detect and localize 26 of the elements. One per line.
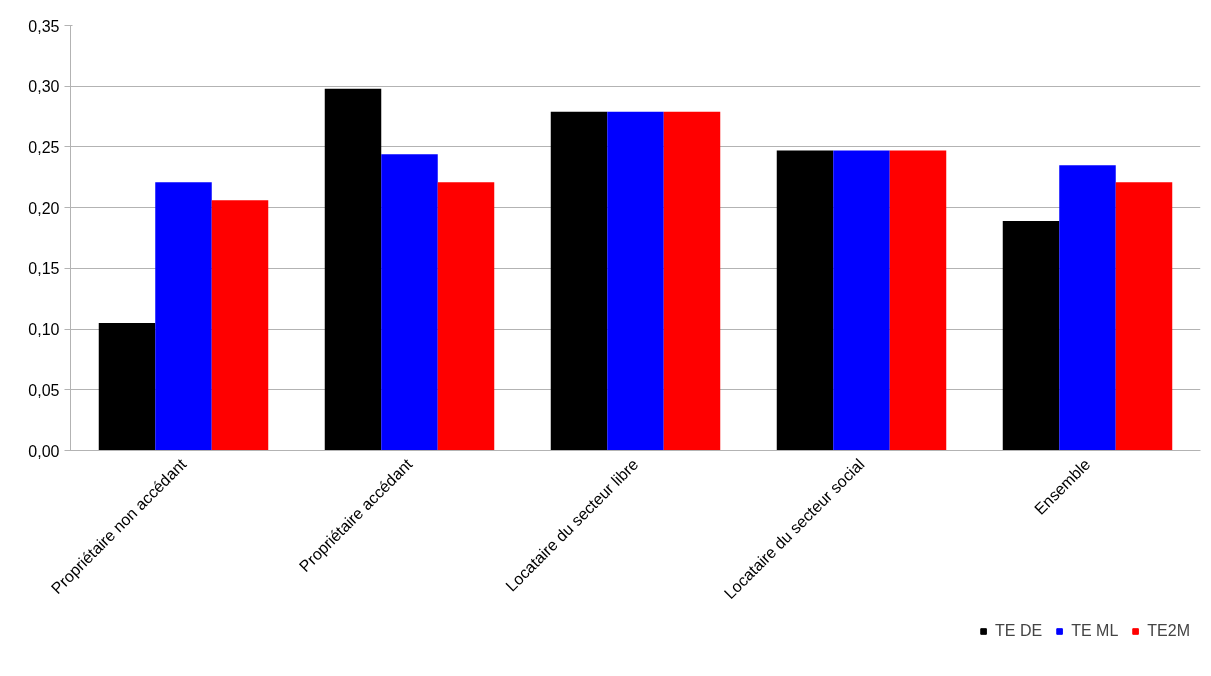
y-tick-label: 0,10	[28, 321, 60, 339]
bar	[155, 182, 212, 451]
y-tick-label: 0,05	[28, 381, 60, 399]
bar	[1002, 221, 1060, 451]
y-tick-label: 0,15	[28, 260, 60, 278]
legend-label: TE2M	[1147, 622, 1190, 640]
bar	[324, 88, 382, 451]
bar	[776, 150, 834, 451]
legend-label: TE ML	[1071, 622, 1119, 640]
y-tick-label: 0,25	[28, 138, 60, 156]
y-tick-label: 0,35	[28, 17, 60, 35]
legend-label: TE DE	[995, 622, 1043, 640]
y-tick-label: 0,00	[28, 442, 60, 460]
bar	[833, 150, 890, 451]
y-tick-label: 0,30	[28, 78, 60, 96]
bar	[1115, 182, 1173, 451]
bar	[607, 111, 664, 451]
bar	[211, 200, 269, 451]
bar	[98, 323, 156, 451]
bar	[1059, 165, 1116, 451]
y-tick-label: 0,20	[28, 199, 60, 217]
bar	[437, 182, 495, 451]
bar	[663, 111, 721, 451]
bar	[889, 150, 947, 451]
bar	[381, 154, 438, 451]
bar	[550, 111, 608, 451]
